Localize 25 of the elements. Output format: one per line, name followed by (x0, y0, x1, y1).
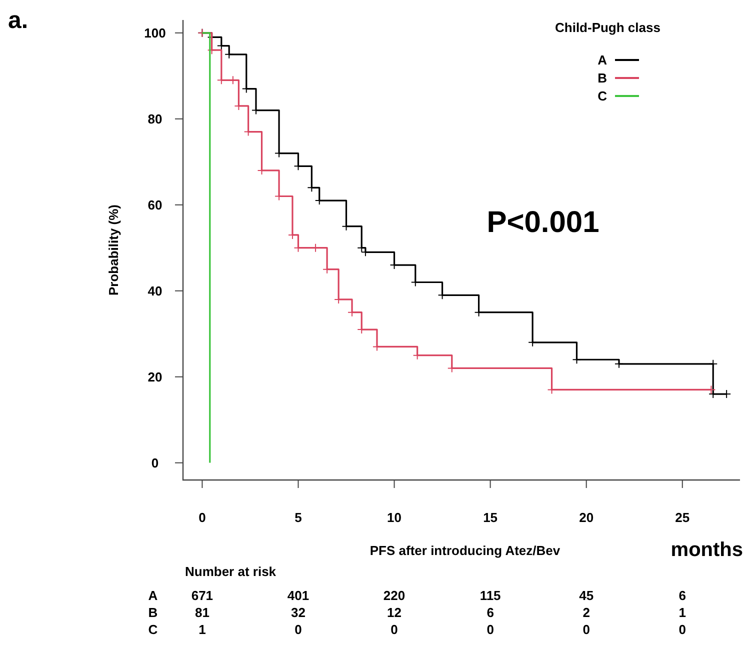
x-axis-title: PFS after introducing Atez/Bev (370, 543, 561, 558)
chart-title: a. (8, 7, 28, 34)
y-tick-label: 20 (148, 369, 162, 384)
x-tick-label: 10 (387, 510, 402, 525)
text: B 81 32 12 6 2 1 (148, 605, 686, 620)
y-axis-title: Probability (%) (106, 204, 121, 296)
x-tick-label: 0 (198, 510, 206, 525)
x-tick-label: 15 (483, 510, 498, 525)
text: A 671 401 220 115 45 6 (148, 588, 686, 603)
x-tick-label: 20 (579, 510, 594, 525)
annotation: P<0.001 (486, 206, 600, 239)
text: Number at risk (185, 564, 277, 579)
y-tick-label: 40 (148, 283, 162, 298)
legend-label: B (598, 70, 607, 86)
legend-label: A (598, 52, 608, 68)
y-tick-label: 100 (144, 25, 166, 40)
y-tick-label: 80 (148, 111, 162, 126)
y-tick-label: 0 (151, 455, 159, 470)
legend-label: C (598, 88, 608, 104)
text: C 1 0 0 0 0 0 (148, 622, 686, 637)
legend-title: Child-Pugh class (555, 20, 660, 35)
text: months (670, 539, 743, 561)
y-tick-label: 60 (148, 197, 162, 212)
x-tick-label: 25 (675, 510, 690, 525)
x-tick-label: 5 (294, 510, 302, 525)
